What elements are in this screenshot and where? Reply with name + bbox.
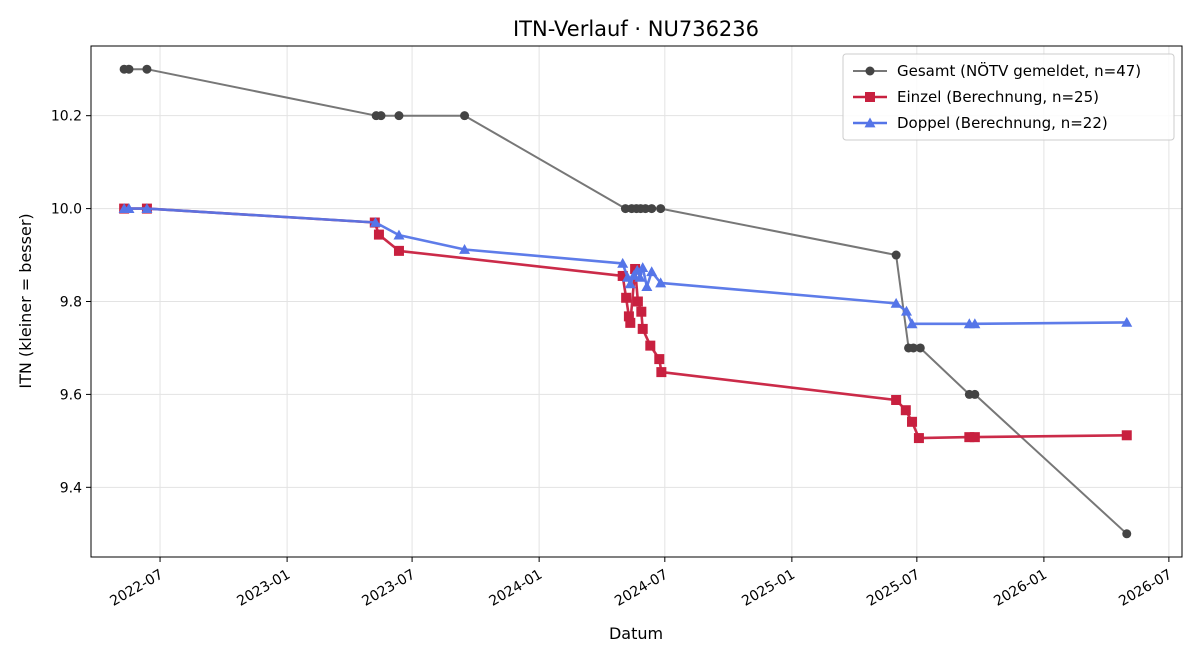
legend-item: Einzel (Berechnung, n=25) [853, 88, 1099, 106]
x-axis-title: Datum [609, 624, 663, 643]
data-point [637, 262, 649, 272]
data-point [915, 343, 925, 353]
series-triangle [118, 203, 1133, 329]
data-point [891, 250, 901, 260]
data-point [900, 405, 911, 416]
data-point [620, 204, 630, 214]
legend-label: Gesamt (NÖTV gemeldet, n=47) [897, 61, 1141, 80]
data-point [964, 432, 975, 443]
legend-item: Doppel (Berechnung, n=22) [853, 114, 1108, 132]
data-point [123, 203, 135, 213]
y-tick-label: 10.2 [51, 109, 82, 125]
data-point [969, 432, 980, 443]
data-point [1121, 430, 1132, 441]
data-point [637, 323, 648, 334]
data-point [617, 270, 628, 281]
data-point [393, 229, 405, 240]
data-point [907, 416, 918, 427]
data-point [656, 204, 666, 214]
data-point [393, 245, 404, 256]
legend-label: Einzel (Berechnung, n=25) [897, 88, 1099, 106]
legend: Gesamt (NÖTV gemeldet, n=47) Einzel (Bere… [842, 53, 1175, 141]
data-point [124, 64, 134, 74]
series-circle [119, 64, 1132, 539]
data-point [655, 277, 667, 288]
data-point [141, 203, 153, 213]
data-point [459, 243, 471, 254]
legend-item: Gesamt (NÖTV gemeldet, n=47) [853, 61, 1141, 80]
legend-box [842, 53, 1175, 141]
data-point [142, 64, 152, 74]
data-point [646, 266, 658, 277]
y-tick-label: 9.6 [60, 387, 82, 403]
legend-label: Doppel (Berechnung, n=22) [897, 114, 1108, 132]
data-point [460, 111, 470, 121]
data-point [656, 367, 667, 378]
y-tick-label: 10.0 [51, 202, 82, 218]
data-point [647, 204, 657, 214]
data-point [1121, 316, 1133, 327]
data-point [970, 389, 980, 399]
data-point [621, 292, 632, 303]
legend-marker [865, 92, 875, 102]
data-point [640, 204, 650, 214]
y-tick-label: 9.8 [60, 295, 82, 311]
data-point [641, 281, 653, 292]
data-point [617, 257, 629, 268]
y-axis-title: ITN (kleiner = besser) [16, 213, 35, 388]
data-point [636, 306, 647, 317]
chart-title: ITN-Verlauf · NU736236 [513, 17, 759, 41]
data-point [645, 340, 656, 351]
y-tick-label: 9.4 [60, 480, 82, 496]
data-point [891, 394, 902, 405]
data-point [1122, 529, 1132, 539]
data-point [369, 217, 381, 227]
data-point [376, 111, 386, 121]
legend-marker [865, 66, 875, 76]
data-point [632, 296, 643, 307]
series-square [119, 203, 1132, 444]
data-point [890, 297, 902, 308]
series-layer [118, 64, 1133, 539]
data-point [625, 317, 636, 328]
legend-marker [864, 117, 876, 128]
data-point [654, 354, 665, 365]
data-point [913, 433, 924, 444]
data-point [634, 271, 646, 282]
data-point [969, 318, 981, 329]
data-point [908, 343, 918, 353]
data-point [900, 305, 912, 316]
data-point [373, 229, 384, 240]
data-point [906, 318, 918, 329]
data-point [394, 111, 404, 121]
data-point [628, 269, 640, 280]
data-point [624, 278, 636, 289]
data-point [623, 311, 634, 322]
